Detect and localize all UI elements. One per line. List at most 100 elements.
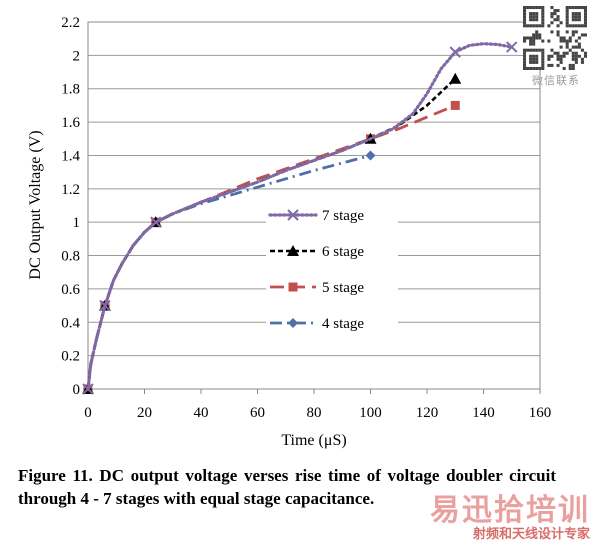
qr-module [529, 42, 533, 46]
qr-module [529, 48, 533, 52]
qr-module [535, 33, 539, 37]
x-tick-label: 0 [84, 405, 92, 421]
qr-module [577, 24, 581, 28]
qr-module [583, 18, 587, 22]
qr-module [571, 57, 575, 61]
legend-label: 5 stage [322, 280, 364, 296]
x-tick-label: 20 [137, 405, 152, 421]
y-tick-label: 1.8 [61, 82, 80, 98]
y-tick-label: 0 [73, 382, 81, 398]
legend-entry-background [266, 276, 398, 298]
qr-module [550, 15, 554, 19]
qr-module [574, 39, 578, 43]
qr-module [583, 15, 587, 19]
qr-module [523, 36, 527, 40]
qr-module [568, 48, 572, 52]
qr-module [571, 18, 575, 22]
qr-module [532, 15, 536, 19]
qr-module [583, 54, 587, 58]
qr-module [523, 66, 527, 70]
qr-module [526, 6, 530, 10]
qr-module [559, 39, 563, 43]
qr-module [529, 66, 533, 70]
qr-module [580, 48, 584, 52]
qr-module [532, 48, 536, 52]
qr-module [535, 36, 539, 40]
chart-legend: 7 stage 6 stage 5 stage 4 stage [266, 204, 398, 334]
qr-module [574, 45, 578, 49]
qr-module [532, 57, 536, 61]
qr-module [559, 21, 563, 25]
qr-module [556, 15, 560, 19]
qr-module [538, 33, 542, 37]
qr-module [559, 60, 563, 64]
qr-module [577, 12, 581, 16]
qr-module [583, 12, 587, 16]
qr-module [535, 48, 539, 52]
qr-module [550, 12, 554, 16]
qr-module [541, 6, 545, 10]
qr-module [538, 36, 542, 40]
qr-module [571, 45, 575, 49]
qr-module [553, 12, 557, 16]
qr-module [529, 36, 533, 40]
series-layer [82, 41, 518, 395]
qr-module [565, 42, 569, 46]
legend-marker [288, 318, 298, 328]
legend-entry: 7 stage [266, 204, 398, 226]
x-tick-label: 160 [529, 405, 552, 421]
watermark-tagline: 射频和天线设计专家 [472, 527, 590, 542]
qr-module [571, 66, 575, 70]
qr-module [541, 12, 545, 16]
qr-module [523, 63, 527, 67]
qr-module [535, 30, 539, 34]
qr-module [541, 63, 545, 67]
qr-module [550, 30, 554, 34]
qr-module [550, 6, 554, 10]
qr-module [535, 6, 539, 10]
qr-module [529, 15, 533, 19]
qr-module [541, 51, 545, 55]
qr-module [547, 54, 551, 58]
qr-module [574, 15, 578, 19]
qr-module [529, 57, 533, 61]
data-point-marker [82, 383, 94, 395]
qr-module [529, 12, 533, 16]
qr-module [523, 54, 527, 58]
qr-code [523, 6, 587, 70]
legend-entry-background [266, 240, 398, 262]
legend-label: 7 stage [322, 208, 364, 224]
qr-module [532, 18, 536, 22]
qr-module [541, 24, 545, 28]
qr-module [577, 45, 581, 49]
qr-module [547, 39, 551, 43]
x-tick-label: 40 [194, 405, 209, 421]
qr-module [550, 54, 554, 58]
y-tick-label: 2 [73, 48, 81, 64]
legend-entry-background [266, 312, 398, 334]
y-axis-tick-labels: 0 0.2 0.4 0.6 0.8 1 1.2 1.4 1.6 1.8 2 2.2 [61, 15, 80, 398]
qr-module [580, 24, 584, 28]
x-axis-tick-labels: 0 20 40 60 80 100 120 140 160 [84, 405, 551, 421]
qr-module [538, 24, 542, 28]
qr-module [583, 33, 587, 37]
qr-module [532, 6, 536, 10]
qr-module [550, 63, 554, 67]
qr-module [556, 57, 560, 61]
qr-module [559, 45, 563, 49]
qr-module [577, 54, 581, 58]
x-tick-label: 100 [359, 405, 382, 421]
watermark-brand: 易迅拾培训 [430, 493, 590, 528]
qr-module [538, 48, 542, 52]
y-tick-label: 1.6 [61, 115, 80, 131]
qr-module [571, 63, 575, 67]
qr-module [577, 18, 581, 22]
qr-module [559, 57, 563, 61]
qr-module [532, 36, 536, 40]
qr-module [556, 9, 560, 13]
qr-module [541, 21, 545, 25]
qr-module [541, 39, 545, 43]
data-point-marker [450, 100, 460, 110]
qr-module [526, 48, 530, 52]
x-tick-label: 60 [250, 405, 265, 421]
